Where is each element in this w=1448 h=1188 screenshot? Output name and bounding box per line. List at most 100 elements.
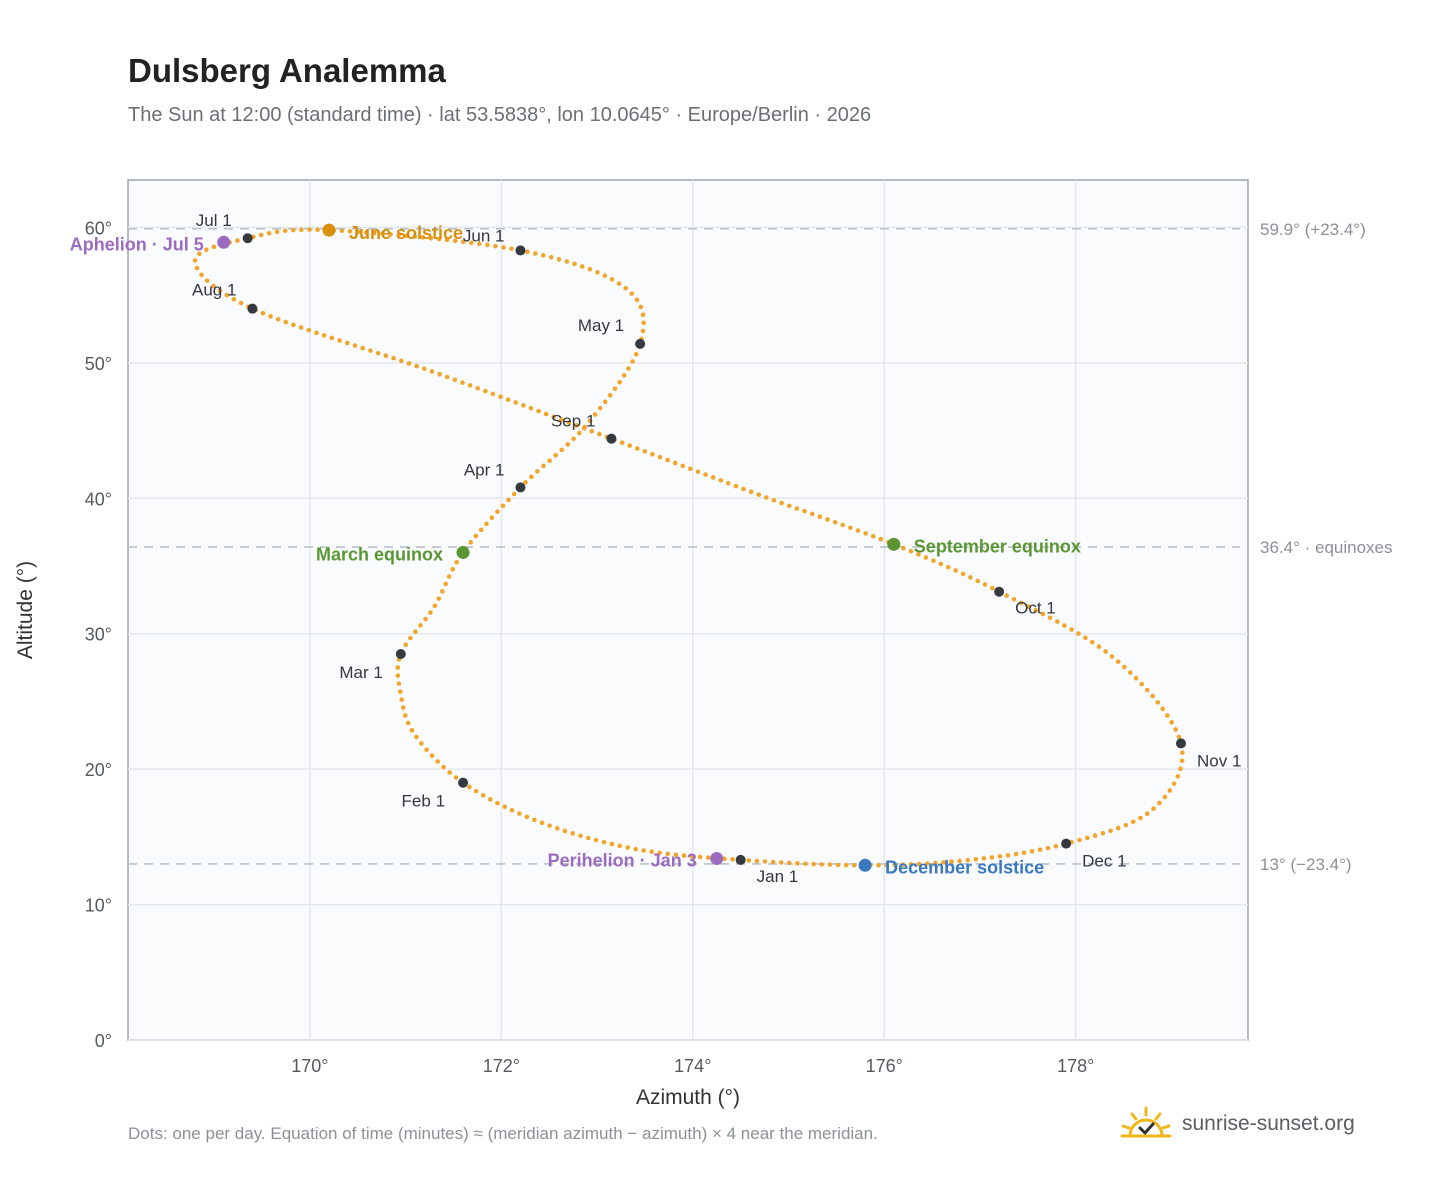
daily-dot xyxy=(1171,781,1177,786)
daily-dot xyxy=(199,272,204,278)
daily-dot xyxy=(884,862,889,868)
daily-dot xyxy=(217,288,223,294)
daily-dot xyxy=(1096,644,1102,650)
daily-dot xyxy=(989,855,995,860)
daily-dot xyxy=(578,833,583,839)
daily-dot xyxy=(746,858,752,863)
daily-dot xyxy=(435,759,440,764)
daily-dot xyxy=(554,826,560,831)
daily-dot xyxy=(657,454,663,460)
daily-dot xyxy=(490,391,496,397)
daily-dot xyxy=(633,846,638,852)
daily-dot xyxy=(617,843,623,849)
daily-dot xyxy=(672,460,678,466)
daily-dot xyxy=(478,527,484,533)
daily-dot xyxy=(403,713,408,718)
daily-dot xyxy=(722,856,727,862)
daily-dot xyxy=(665,851,671,857)
daily-dot xyxy=(1157,800,1162,806)
daily-dot xyxy=(551,414,557,420)
daily-dot xyxy=(432,603,438,609)
brand-name[interactable]: sunrise-sunset.org xyxy=(1182,1112,1355,1135)
daily-dot xyxy=(299,227,304,233)
month-markers: Jan 1 Feb 1 Mar 1 Apr 1 May 1 Jun 1 Jul 1 Aug 1… xyxy=(192,211,1241,886)
daily-dot xyxy=(211,244,217,250)
daily-dot xyxy=(960,571,966,577)
daily-dot xyxy=(399,697,404,702)
daily-dot xyxy=(786,503,792,509)
daily-dot xyxy=(1005,852,1011,858)
daily-dot xyxy=(260,311,266,316)
brand[interactable]: sunrise-sunset.org xyxy=(1120,1104,1355,1144)
daily-dot xyxy=(329,335,335,341)
daily-dot xyxy=(473,533,479,539)
daily-dot xyxy=(547,823,552,828)
month-marker xyxy=(395,649,406,660)
daily-dot xyxy=(536,408,541,414)
daily-dot xyxy=(1013,851,1019,857)
daily-dot xyxy=(576,430,582,436)
daily-dot xyxy=(901,545,906,551)
daily-dot xyxy=(688,466,693,472)
daily-dot xyxy=(1173,727,1178,732)
x-tick-label: 170° xyxy=(291,1056,328,1076)
daily-dot xyxy=(756,492,762,497)
daily-dot xyxy=(982,582,988,587)
daily-dot xyxy=(680,463,686,469)
daily-dot xyxy=(306,327,312,333)
daily-dot xyxy=(480,793,486,798)
daily-dot xyxy=(347,228,353,234)
daily-dot xyxy=(1151,806,1156,811)
daily-dot xyxy=(454,559,459,565)
daily-dot xyxy=(617,379,622,385)
daily-dot xyxy=(344,340,350,346)
daily-dot xyxy=(592,412,598,417)
daily-dot xyxy=(238,300,244,306)
x-tick-label: 178° xyxy=(1057,1056,1094,1076)
daily-dot xyxy=(509,246,514,252)
daily-dot xyxy=(809,511,815,517)
daily-dot xyxy=(388,232,393,237)
page-title: Dulsberg Analemma xyxy=(128,52,446,89)
daily-dot xyxy=(703,472,708,477)
daily-dot xyxy=(521,403,526,408)
daily-dot xyxy=(602,273,608,279)
daily-dot xyxy=(231,296,237,302)
reference-line-label: 36.4° · equinoxes xyxy=(1260,538,1393,557)
daily-dot xyxy=(192,258,198,263)
daily-dot xyxy=(395,673,401,678)
daily-dot xyxy=(406,361,412,366)
daily-dot xyxy=(1045,845,1051,851)
reference-line-label: 13° (−23.4°) xyxy=(1260,855,1352,874)
daily-dot xyxy=(832,519,838,525)
daily-dot xyxy=(1084,835,1090,841)
daily-dot xyxy=(352,343,358,348)
footnote: Dots: one per day. Equation of time (min… xyxy=(128,1124,878,1143)
daily-dot xyxy=(487,797,493,802)
daily-dot xyxy=(424,747,429,753)
daily-dot xyxy=(1133,675,1139,681)
daily-dot xyxy=(938,561,944,567)
y-tick-label: 50° xyxy=(85,354,112,374)
event-marker-label: December solstice xyxy=(885,857,1044,877)
month-marker-label: Jul 1 xyxy=(196,211,232,230)
daily-dot xyxy=(1062,623,1067,628)
daily-dot xyxy=(697,854,703,860)
daily-dot xyxy=(446,574,452,579)
daily-dot xyxy=(485,242,490,248)
grid-lines xyxy=(128,180,1248,1041)
daily-dot xyxy=(602,399,608,405)
daily-dot xyxy=(539,820,545,826)
daily-dot xyxy=(1083,635,1088,641)
daily-dot xyxy=(733,483,739,489)
daily-dot xyxy=(1021,850,1027,856)
daily-dot xyxy=(375,350,381,356)
daily-dot xyxy=(467,383,473,388)
daily-dot xyxy=(339,228,345,234)
daily-dot xyxy=(298,325,304,330)
daily-dot xyxy=(649,849,655,855)
daily-dot xyxy=(730,857,735,862)
daily-dot xyxy=(391,355,396,361)
daily-dot xyxy=(916,861,922,867)
daily-dot xyxy=(764,495,769,500)
